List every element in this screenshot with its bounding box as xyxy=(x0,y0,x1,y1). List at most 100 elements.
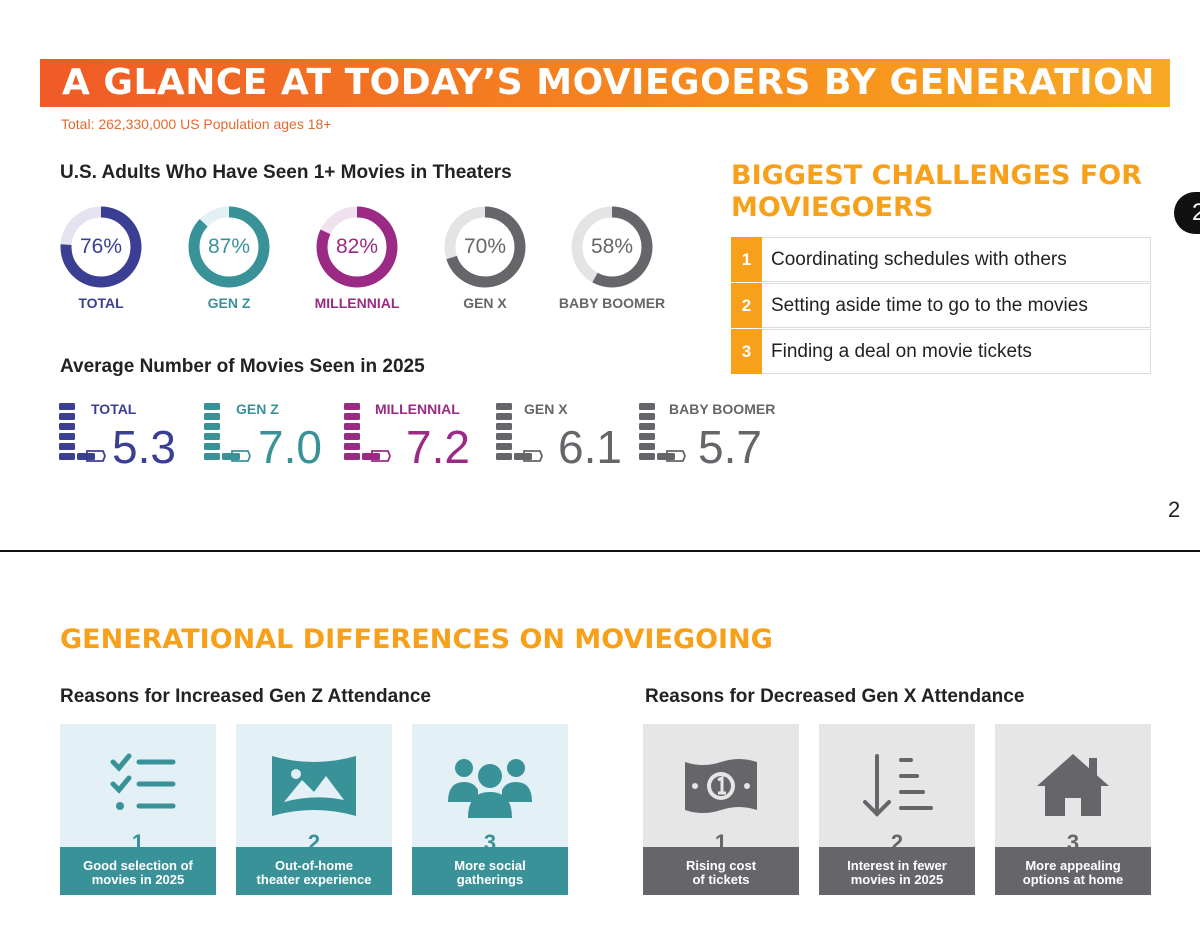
title-banner xyxy=(40,59,1170,107)
ticket xyxy=(514,453,532,460)
card-caption: Out-of-home theater experience xyxy=(236,847,392,895)
ticket xyxy=(496,453,512,460)
ticket xyxy=(59,443,75,450)
donut-arc xyxy=(571,206,653,288)
donut-arc xyxy=(60,206,142,288)
ticket-stack-icon xyxy=(204,401,254,463)
donut-arc xyxy=(444,206,526,288)
donut-millennial: 82% xyxy=(315,205,399,289)
average-value-total: 5.3 xyxy=(112,421,176,473)
donut-gen-z: 87% xyxy=(187,205,271,289)
donut-label-baby-boomer: BABY BOOMER xyxy=(558,295,666,311)
ticket xyxy=(639,453,655,460)
challenge-number: 2 xyxy=(731,283,762,328)
card-caption-line: gatherings xyxy=(456,872,524,887)
ticket xyxy=(77,453,95,460)
home-icon xyxy=(995,746,1151,826)
ticket xyxy=(639,433,655,440)
card-caption-line: More social xyxy=(454,858,526,873)
ticket xyxy=(59,413,75,420)
average-label-baby-boomer: BABY BOOMER xyxy=(669,401,776,417)
card-caption-line: Rising cost xyxy=(685,858,757,873)
ticket xyxy=(222,453,240,460)
reason-card: 1 Good selection of movies in 2025 xyxy=(60,724,216,895)
donut-value: 70% xyxy=(463,235,507,258)
sort-descending-icon xyxy=(819,746,975,826)
generational-title: GENERATIONAL DIFFERENCES ON MOVIEGOING xyxy=(60,624,773,655)
donut-label-gen-z: GEN Z xyxy=(207,295,251,311)
seen-heading: U.S. Adults Who Have Seen 1+ Movies in T… xyxy=(60,162,512,183)
average-label-millennial: MILLENNIAL xyxy=(375,401,460,417)
ticket xyxy=(59,433,75,440)
ticket xyxy=(59,403,75,410)
ticket-stack-icon xyxy=(344,401,394,463)
donut-label-millennial: MILLENNIAL xyxy=(314,295,400,311)
decreased-heading: Reasons for Decreased Gen X Attendance xyxy=(645,686,1025,707)
card-caption-line: Interest in fewer xyxy=(847,858,947,873)
card-caption-line: theater experience xyxy=(256,872,372,887)
ticket xyxy=(344,413,360,420)
challenge-number: 3 xyxy=(731,329,762,374)
card-caption-line: of tickets xyxy=(692,872,750,887)
card-caption: Good selection of movies in 2025 xyxy=(60,847,216,895)
challenge-text: Setting aside time to go to the movies xyxy=(771,294,1088,316)
average-value-baby-boomer: 5.7 xyxy=(698,421,762,473)
ticket xyxy=(204,403,220,410)
card-caption-line: More appealing xyxy=(1025,858,1121,873)
reason-card: 3 More appealing options at home xyxy=(995,724,1151,895)
challenge-item: 1 Coordinating schedules with others xyxy=(731,237,1151,282)
ticket xyxy=(204,443,220,450)
challenge-number: 1 xyxy=(731,237,762,282)
page-title: A GLANCE AT TODAY’S MOVIEGOERS BY GENERA… xyxy=(62,62,1155,103)
ticket xyxy=(344,443,360,450)
ticket xyxy=(204,453,220,460)
card-caption: More appealing options at home xyxy=(995,847,1151,895)
ticket xyxy=(204,423,220,430)
card-caption-line: options at home xyxy=(1022,872,1124,887)
card-caption: More social gatherings xyxy=(412,847,568,895)
reason-card: 2 Interest in fewer movies in 2025 xyxy=(819,724,975,895)
group-icon xyxy=(412,746,568,826)
ticket xyxy=(344,403,360,410)
ticket xyxy=(59,453,75,460)
ticket-stub xyxy=(86,450,106,462)
average-value-gen-z: 7.0 xyxy=(258,421,322,473)
increased-heading: Reasons for Increased Gen Z Attendance xyxy=(60,686,431,707)
average-heading: Average Number of Movies Seen in 2025 xyxy=(60,356,425,377)
page-subtitle: Total: 262,330,000 US Population ages 18… xyxy=(61,116,332,132)
donut-gen-x: 70% xyxy=(443,205,527,289)
challenge-text: Finding a deal on movie tickets xyxy=(771,340,1032,362)
donut-value: 87% xyxy=(207,235,251,258)
card-caption: Rising cost of tickets xyxy=(643,847,799,895)
ticket xyxy=(496,443,512,450)
ticket xyxy=(639,413,655,420)
card-caption: Interest in fewer movies in 2025 xyxy=(819,847,975,895)
ticket xyxy=(344,423,360,430)
side-page-tab[interactable]: 2 xyxy=(1174,192,1200,234)
ticket xyxy=(362,453,380,460)
ticket xyxy=(496,433,512,440)
ticket-stub xyxy=(666,450,686,462)
ticket xyxy=(59,423,75,430)
ticket xyxy=(204,433,220,440)
ticket-stack-icon xyxy=(496,401,546,463)
average-value-millennial: 7.2 xyxy=(406,421,470,473)
page-divider xyxy=(0,550,1200,552)
ticket-stack-icon xyxy=(59,401,109,463)
donut-arc xyxy=(316,206,398,288)
ticket xyxy=(344,453,360,460)
challenge-text: Coordinating schedules with others xyxy=(771,248,1067,270)
ticket xyxy=(496,403,512,410)
ticket-stack-icon xyxy=(639,401,689,463)
page-number: 2 xyxy=(1168,497,1181,522)
card-caption-line: movies in 2025 xyxy=(91,872,185,887)
ticket xyxy=(639,443,655,450)
card-caption-line: Good selection of xyxy=(83,858,193,873)
money-icon xyxy=(643,746,799,826)
reason-card: 1 Rising cost of tickets xyxy=(643,724,799,895)
card-caption-line: Out-of-home xyxy=(275,858,353,873)
ticket xyxy=(657,453,675,460)
donut-value: 82% xyxy=(335,235,379,258)
ticket xyxy=(204,413,220,420)
donut-value: 76% xyxy=(79,235,123,258)
